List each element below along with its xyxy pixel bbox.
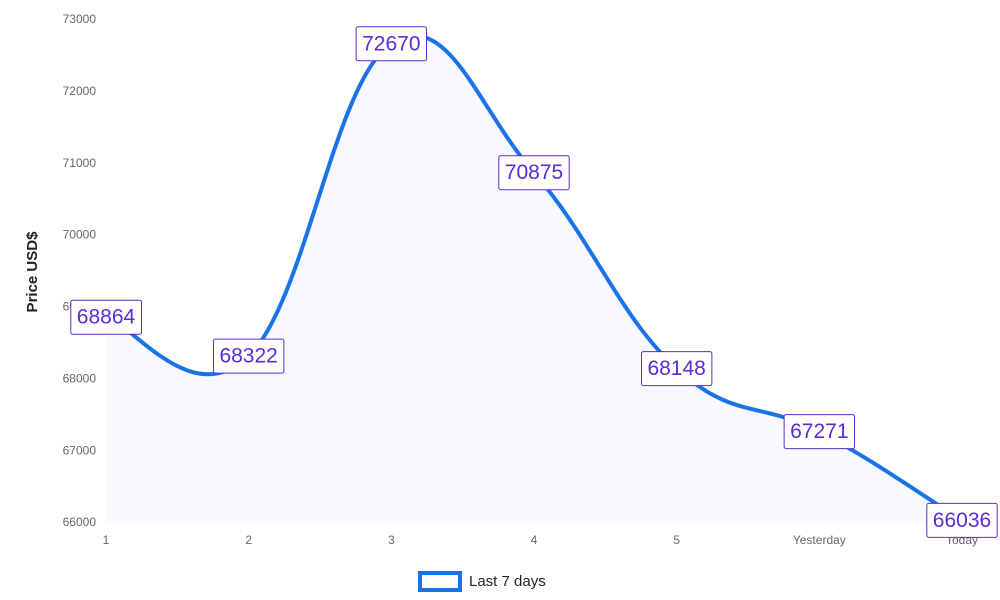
data-label-group: 68148 (640, 351, 713, 387)
y-tick-label: 72000 (63, 84, 97, 98)
data-label: 68148 (647, 357, 705, 380)
data-label: 68864 (77, 306, 136, 329)
data-label: 70875 (505, 161, 563, 184)
area (106, 35, 962, 524)
data-label-group: 67271 (783, 414, 856, 450)
y-tick-label: 70000 (63, 228, 97, 242)
data-label-group: 68322 (212, 338, 285, 374)
data-label-group: 72670 (355, 26, 428, 62)
data-label-group: 66036 (926, 502, 998, 538)
y-tick-label: 73000 (63, 12, 97, 26)
y-tick-label: 67000 (63, 443, 97, 457)
y-axis-label: Price USD$ (24, 231, 41, 313)
x-tick-label: Yesterday (793, 533, 846, 547)
data-label: 68322 (219, 345, 277, 368)
data-label-group: 68864 (70, 299, 143, 335)
x-tick-label: 3 (388, 533, 395, 547)
legend-label: Last 7 days (469, 573, 546, 590)
x-tick-label: 5 (673, 533, 680, 547)
data-label: 67271 (790, 420, 848, 443)
data-label-box (926, 502, 998, 538)
data-label: 72670 (362, 32, 420, 55)
x-tick-label: 2 (245, 533, 252, 547)
x-tick-label: 1 (103, 533, 110, 547)
x-tick-label: 4 (531, 533, 538, 547)
data-label-box (212, 338, 285, 374)
data-label-box (70, 299, 143, 335)
legend-swatch (418, 571, 462, 592)
data-label: 66036 (933, 509, 991, 532)
y-tick-label: 66000 (63, 515, 97, 529)
data-label-box (783, 414, 856, 450)
data-label-box (640, 351, 713, 387)
y-tick-label: 71000 (63, 156, 97, 170)
data-label-group: 70875 (498, 155, 570, 191)
data-label-box (498, 155, 570, 191)
y-tick-label: 68000 (63, 371, 97, 385)
data-label-box (355, 26, 428, 62)
